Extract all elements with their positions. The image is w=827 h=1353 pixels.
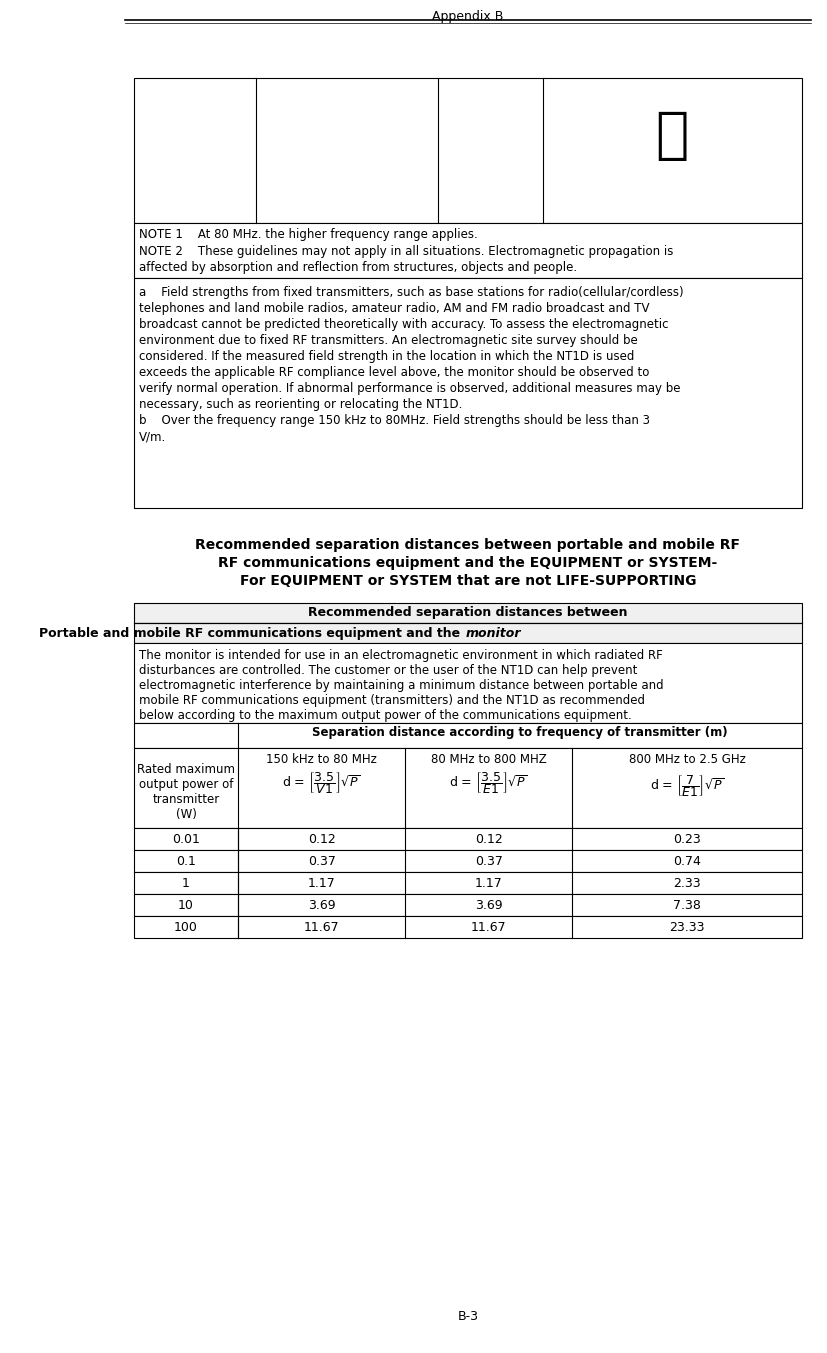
Text: telephones and land mobile radios, amateur radio, AM and FM radio broadcast and : telephones and land mobile radios, amate… xyxy=(139,302,648,315)
Text: 0.01: 0.01 xyxy=(172,832,200,846)
Bar xyxy=(134,277,801,507)
Text: 2.33: 2.33 xyxy=(672,877,700,889)
Bar xyxy=(134,78,801,223)
Bar xyxy=(134,643,801,723)
Text: electromagnetic interference by maintaining a minimum distance between portable : electromagnetic interference by maintain… xyxy=(139,679,663,691)
Text: 11.67: 11.67 xyxy=(471,920,506,934)
Text: 0.37: 0.37 xyxy=(474,855,502,867)
Text: 0.12: 0.12 xyxy=(475,832,502,846)
Text: 800 MHz to 2.5 GHz: 800 MHz to 2.5 GHz xyxy=(628,754,744,766)
Text: B-3: B-3 xyxy=(457,1310,478,1323)
Text: considered. If the measured field strength in the location in which the NT1D is : considered. If the measured field streng… xyxy=(139,350,633,363)
Text: NOTE 2    These guidelines may not apply in all situations. Electromagnetic prop: NOTE 2 These guidelines may not apply in… xyxy=(139,245,672,258)
Bar xyxy=(134,916,801,938)
Text: Appendix B: Appendix B xyxy=(432,9,503,23)
Text: 0.37: 0.37 xyxy=(308,855,335,867)
Text: environment due to fixed RF transmitters. An electromagnetic site survey should : environment due to fixed RF transmitters… xyxy=(139,334,637,346)
Text: disturbances are controlled. The customer or the user of the NT1D can help preve: disturbances are controlled. The custome… xyxy=(139,664,637,676)
Text: Recommended separation distances between: Recommended separation distances between xyxy=(308,606,627,620)
Text: verify normal operation. If abnormal performance is observed, additional measure: verify normal operation. If abnormal per… xyxy=(139,382,680,395)
Text: 7.38: 7.38 xyxy=(672,898,700,912)
Bar xyxy=(134,622,801,643)
Text: monitor: monitor xyxy=(465,626,520,640)
Text: Recommended separation distances between portable and mobile RF: Recommended separation distances between… xyxy=(195,538,739,552)
Bar xyxy=(134,223,801,277)
Bar xyxy=(134,871,801,894)
Bar xyxy=(134,603,801,622)
Text: 100: 100 xyxy=(174,920,198,934)
Text: 10: 10 xyxy=(178,898,194,912)
Text: 0.1: 0.1 xyxy=(176,855,196,867)
Text: For EQUIPMENT or SYSTEM that are not LIFE-SUPPORTING: For EQUIPMENT or SYSTEM that are not LIF… xyxy=(239,574,696,589)
Bar xyxy=(134,894,801,916)
Text: necessary, such as reorienting or relocating the NT1D.: necessary, such as reorienting or reloca… xyxy=(139,398,462,411)
Bar xyxy=(134,723,801,748)
Text: 1.17: 1.17 xyxy=(308,877,335,889)
Text: Separation distance according to frequency of transmitter (m): Separation distance according to frequen… xyxy=(312,727,727,739)
Text: 3.69: 3.69 xyxy=(308,898,335,912)
Text: d = $\left[\dfrac{3.5}{V1}\right]\sqrt{P}$: d = $\left[\dfrac{3.5}{V1}\right]\sqrt{P… xyxy=(282,770,361,796)
Text: 1.17: 1.17 xyxy=(475,877,502,889)
Text: NOTE 1    At 80 MHz. the higher frequency range applies.: NOTE 1 At 80 MHz. the higher frequency r… xyxy=(139,229,477,241)
Text: mobile RF communications equipment (transmitters) and the NT1D as recommended: mobile RF communications equipment (tran… xyxy=(139,694,644,708)
Text: exceeds the applicable RF compliance level above, the monitor should be observed: exceeds the applicable RF compliance lev… xyxy=(139,367,648,379)
Text: Portable and mobile RF communications equipment and the: Portable and mobile RF communications eq… xyxy=(39,626,464,640)
Bar xyxy=(134,748,801,828)
Bar xyxy=(134,828,801,850)
Text: b    Over the frequency range 150 kHz to 80MHz. Field strengths should be less t: b Over the frequency range 150 kHz to 80… xyxy=(139,414,649,428)
Text: 0.12: 0.12 xyxy=(308,832,335,846)
Text: 80 MHz to 800 MHZ: 80 MHz to 800 MHZ xyxy=(430,754,546,766)
Text: 150 kHz to 80 MHz: 150 kHz to 80 MHz xyxy=(266,754,377,766)
Text: 1: 1 xyxy=(182,877,189,889)
Text: V/m.: V/m. xyxy=(139,430,166,442)
Text: affected by absorption and reflection from structures, objects and people.: affected by absorption and reflection fr… xyxy=(139,261,576,275)
Text: 11.67: 11.67 xyxy=(304,920,339,934)
Text: broadcast cannot be predicted theoretically with accuracy. To assess the electro: broadcast cannot be predicted theoretica… xyxy=(139,318,667,331)
Text: 0.23: 0.23 xyxy=(672,832,700,846)
Text: a    Field strengths from fixed transmitters, such as base stations for radio(ce: a Field strengths from fixed transmitter… xyxy=(139,285,683,299)
Text: 📡: 📡 xyxy=(655,108,688,162)
Bar xyxy=(134,850,801,871)
Text: below according to the maximum output power of the communications equipment.: below according to the maximum output po… xyxy=(139,709,631,723)
Text: Rated maximum
output power of
transmitter
(W): Rated maximum output power of transmitte… xyxy=(137,763,235,821)
Text: The monitor is intended for use in an electromagnetic environment in which radia: The monitor is intended for use in an el… xyxy=(139,649,662,662)
Text: RF communications equipment and the EQUIPMENT or SYSTEM-: RF communications equipment and the EQUI… xyxy=(218,556,717,570)
Text: 0.74: 0.74 xyxy=(672,855,700,867)
Text: d = $\left[\dfrac{3.5}{E1}\right]\sqrt{P}$: d = $\left[\dfrac{3.5}{E1}\right]\sqrt{P… xyxy=(449,770,528,796)
Text: 23.33: 23.33 xyxy=(668,920,704,934)
Text: 3.69: 3.69 xyxy=(475,898,502,912)
Text: d = $\left[\dfrac{7}{E1}\right]\sqrt{P}$: d = $\left[\dfrac{7}{E1}\right]\sqrt{P}$ xyxy=(649,773,724,798)
